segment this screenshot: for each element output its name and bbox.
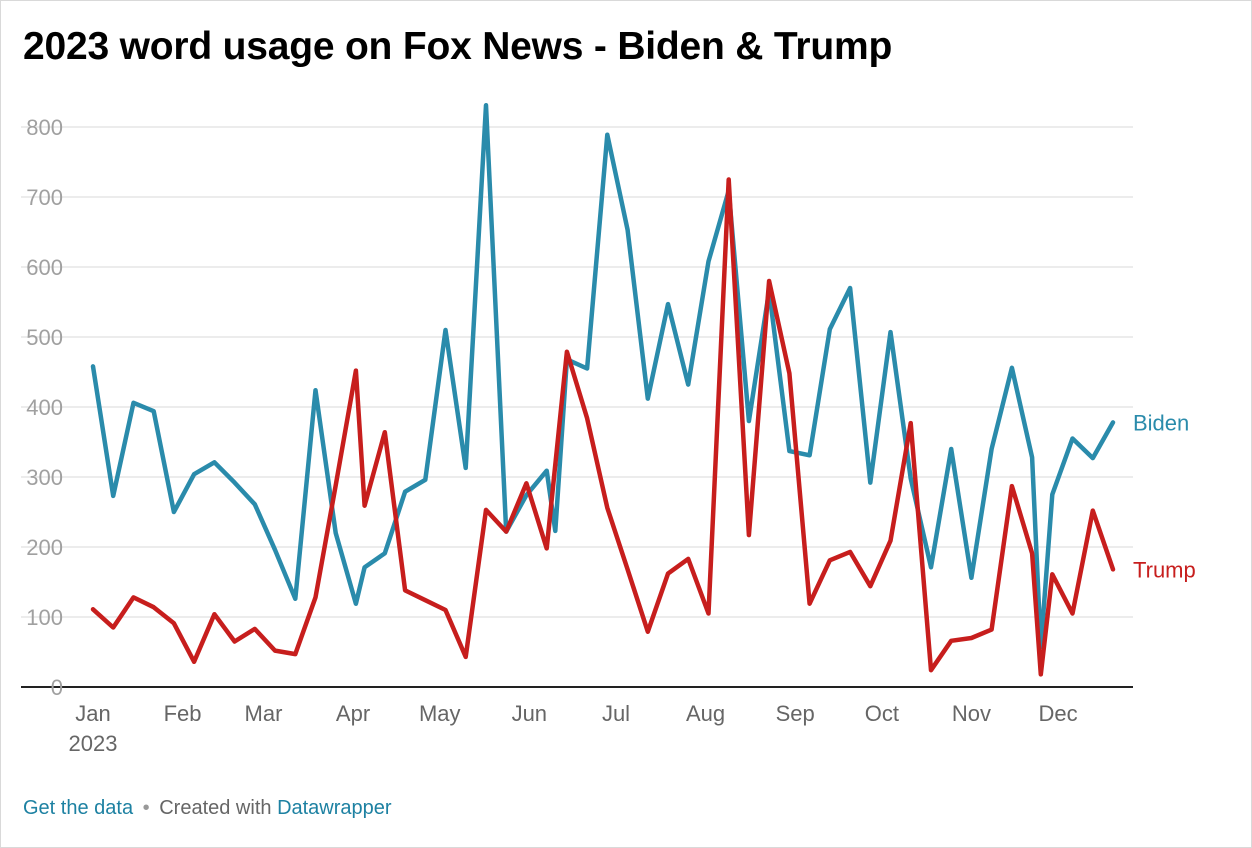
x-tick-label: Jun (512, 701, 547, 726)
footer-separator: • (142, 797, 150, 819)
chart-title: 2023 word usage on Fox News - Biden & Tr… (23, 25, 893, 68)
x-tick-label: May (419, 701, 461, 726)
y-tick-label: 600 (26, 255, 63, 280)
y-tick-label: 500 (26, 325, 63, 350)
x-tick-label: Feb (164, 701, 202, 726)
x-tick-label: Jan (75, 701, 110, 726)
created-with-text: Created with (159, 797, 272, 819)
series-line-trump (90, 177, 1116, 677)
x-tick-label: Apr (336, 701, 370, 726)
x-tick-label: Dec (1039, 701, 1078, 726)
gridlines (21, 126, 1133, 688)
y-tick-label: 800 (26, 115, 63, 140)
y-tick-label: 0 (51, 675, 63, 700)
y-tick-label: 300 (26, 465, 63, 490)
chart-footer: Get the data • Created with Datawrapper (23, 797, 392, 820)
x-axis-ticks: Jan Feb Mar Apr May Jun Jul Aug Sep Oct Nov Dec 2023 (69, 701, 1078, 756)
y-tick-label: 700 (26, 185, 63, 210)
x-tick-label: Mar (245, 701, 283, 726)
y-tick-label: 100 (26, 605, 63, 630)
x-tick-label: Oct (865, 701, 899, 726)
get-data-link[interactable]: Get the data (23, 797, 134, 819)
x-tick-label: Sep (776, 701, 815, 726)
x-tick-label: Aug (686, 701, 725, 726)
y-tick-label: 400 (26, 395, 63, 420)
y-tick-label: 200 (26, 535, 63, 560)
series-label-biden: Biden (1133, 410, 1189, 435)
series-label-trump: Trump (1133, 557, 1196, 582)
series-labels: Biden Trump (1133, 410, 1196, 582)
y-axis-ticks: 0 100 200 300 400 500 600 700 800 (26, 115, 63, 700)
x-tick-label: Jul (602, 701, 630, 726)
x-tick-label: Nov (952, 701, 991, 726)
x-year-label: 2023 (69, 731, 118, 756)
series-lines (90, 103, 1116, 677)
datawrapper-link[interactable]: Datawrapper (277, 797, 392, 819)
series-line-biden (90, 103, 1116, 650)
